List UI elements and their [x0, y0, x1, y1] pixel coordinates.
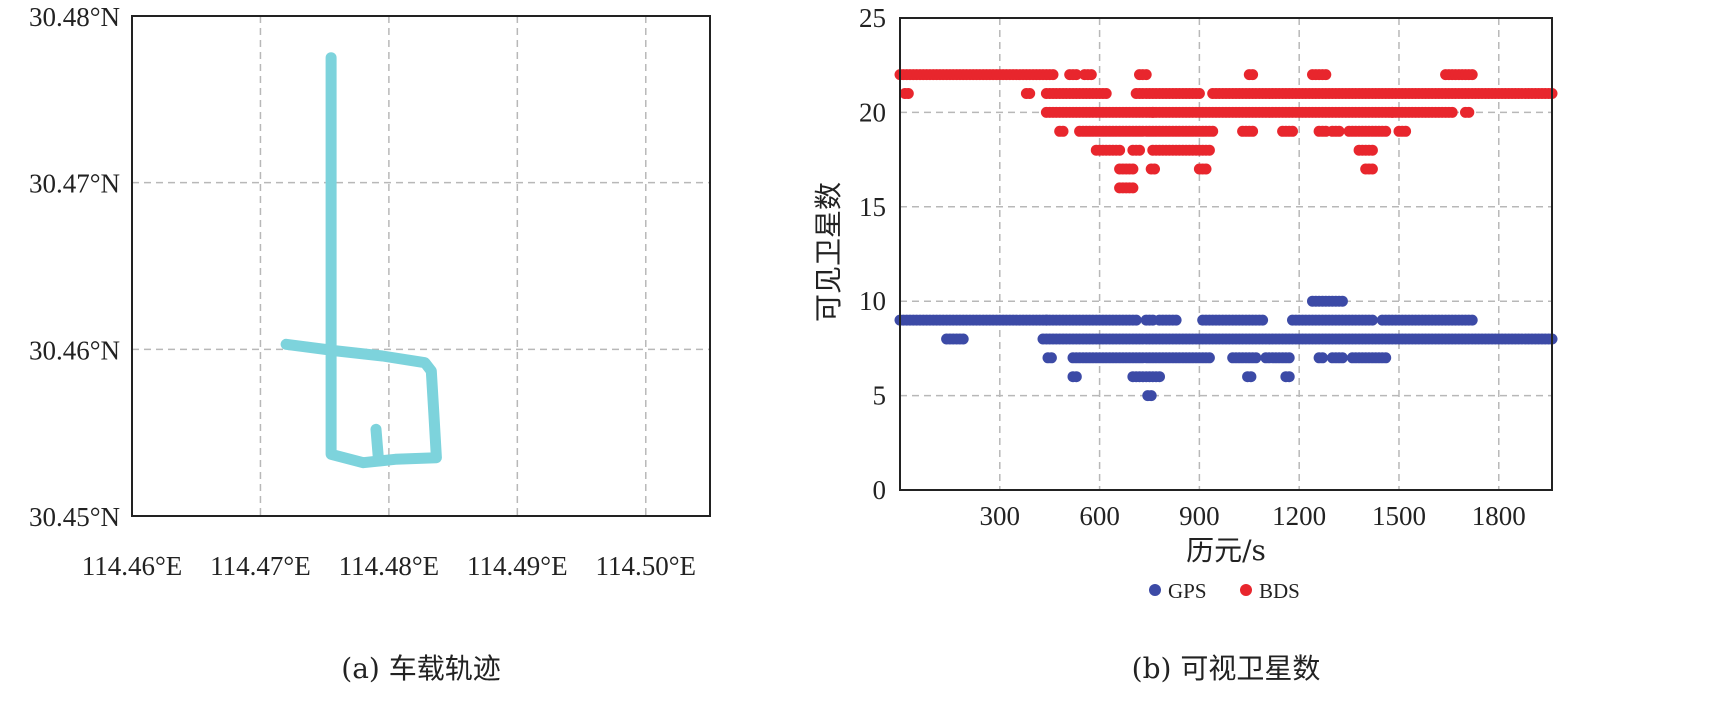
bds-point	[1463, 106, 1475, 118]
bds-point	[1193, 88, 1205, 99]
bds-point	[1247, 69, 1259, 81]
gps-point	[1283, 371, 1295, 383]
gps-point	[1336, 352, 1348, 364]
gps-point	[1203, 352, 1215, 364]
trajectory-line	[280, 52, 442, 469]
b-y-axis-title: 可见卫星数	[812, 182, 845, 322]
a-x-tick-label: 114.48°E	[339, 551, 440, 581]
gps-point	[1130, 314, 1142, 326]
bds-point	[1203, 144, 1215, 156]
bds-point	[1466, 69, 1478, 81]
bds-point	[1380, 125, 1392, 137]
legend-gps-marker	[1149, 584, 1161, 596]
bds-point	[1366, 163, 1378, 175]
bds-point	[902, 88, 914, 99]
bds-point	[1140, 69, 1152, 81]
gps-point	[1070, 371, 1082, 383]
gps-point	[1154, 371, 1165, 383]
bds-point	[1127, 163, 1139, 175]
gps-point	[1380, 352, 1392, 364]
bds-point	[1149, 163, 1160, 175]
b-x-tick-label: 1200	[1272, 501, 1326, 531]
a-y-tick-label: 30.45°N	[29, 502, 120, 532]
bds-point	[1127, 182, 1139, 194]
a-y-tick-label: 30.47°N	[29, 169, 120, 199]
bds-point	[1070, 69, 1082, 81]
b-caption: (b) 可视卫星数	[1132, 652, 1321, 685]
b-x-tick-label: 900	[1179, 501, 1220, 531]
b-plot-frame	[899, 17, 1553, 491]
b-x-tick-label: 1800	[1472, 501, 1526, 531]
trajectory-panel: 114.46°E 114.47°E 114.48°E 114.49°E 114.50°E…	[29, 2, 711, 685]
bds-point	[1400, 125, 1412, 137]
gps-point	[1245, 371, 1257, 383]
bds-point	[1446, 106, 1458, 118]
a-y-tick-label: 30.46°N	[29, 335, 120, 365]
b-x-tick-label: 1500	[1372, 501, 1426, 531]
satellite-panel: 300 600 900 1200 1500 1800 0 5 10 15 20 25 历元/s 可见卫星数…	[812, 3, 1558, 685]
b-y-tick-label: 10	[859, 286, 886, 316]
a-plot-frame	[131, 15, 711, 517]
bds-point	[1366, 144, 1378, 156]
b-y-tick-label: 20	[859, 97, 886, 127]
gps-point	[1466, 314, 1478, 326]
a-x-tick-label: 114.47°E	[210, 551, 311, 581]
gps-point	[1250, 352, 1262, 364]
gps-point	[1045, 352, 1057, 364]
bds-point	[1024, 88, 1036, 99]
b-x-tick-label: 300	[980, 501, 1021, 531]
legend-bds-marker	[1240, 584, 1252, 596]
bds-point	[1333, 125, 1345, 137]
gps-point	[1336, 295, 1348, 307]
bds-point	[1100, 88, 1112, 99]
b-y-tick-label: 15	[859, 192, 886, 222]
gps-point	[1170, 314, 1182, 326]
bds-point	[1247, 125, 1259, 137]
a-x-tick-label: 114.50°E	[596, 551, 697, 581]
gps-point	[1257, 314, 1269, 326]
a-y-tick-label: 30.48°N	[29, 2, 120, 32]
gps-point	[1366, 314, 1378, 326]
bds-point	[1320, 69, 1332, 81]
bds-point	[1134, 144, 1145, 156]
b-y-tick-label: 25	[859, 3, 886, 33]
gps-point	[957, 333, 969, 345]
a-caption: (a) 车载轨迹	[341, 652, 500, 685]
b-y-tick-label: 5	[873, 381, 887, 411]
gps-point	[1145, 390, 1157, 402]
gps-point	[1317, 352, 1328, 364]
b-x-tick-label: 600	[1079, 501, 1120, 531]
b-x-axis-title: 历元/s	[1186, 534, 1266, 567]
trajectory-line	[370, 423, 385, 467]
a-x-tick-label: 114.46°E	[82, 551, 183, 581]
legend-gps-label: GPS	[1168, 579, 1207, 603]
bds-point	[1287, 125, 1298, 137]
bds-point	[1114, 144, 1126, 156]
gps-point	[1283, 352, 1295, 364]
bds-point	[1047, 69, 1059, 81]
b-y-tick-label: 0	[873, 475, 887, 505]
bds-point	[1200, 163, 1212, 175]
legend-bds-label: BDS	[1259, 579, 1300, 603]
bds-point	[1057, 125, 1069, 137]
bds-point	[1085, 69, 1097, 81]
a-x-tick-label: 114.49°E	[467, 551, 568, 581]
bds-point	[1207, 125, 1219, 137]
